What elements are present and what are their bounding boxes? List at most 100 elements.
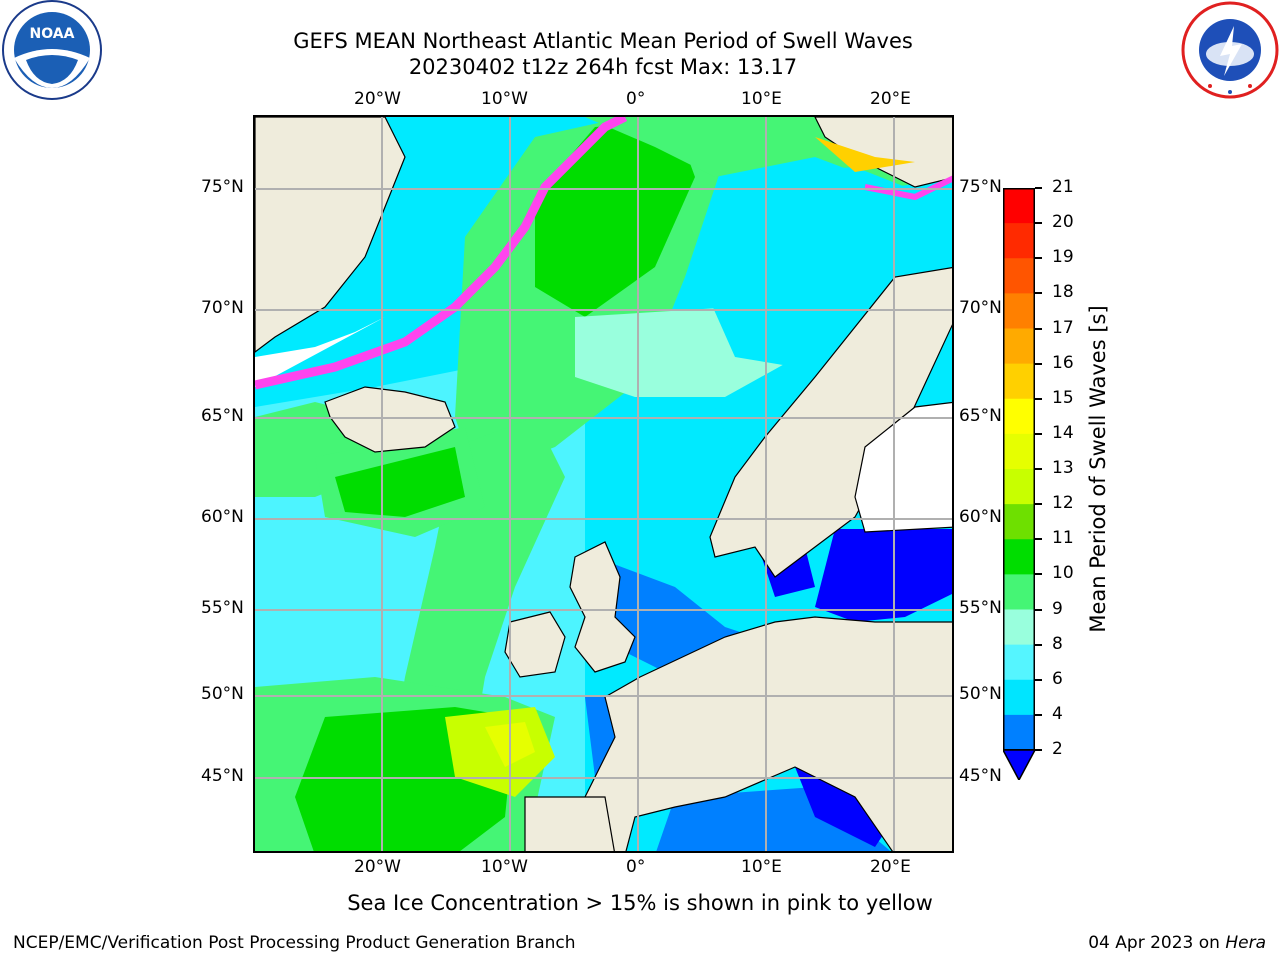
lat-label-left: 65°N xyxy=(201,406,244,426)
svg-text:NOAA: NOAA xyxy=(30,26,75,42)
lat-label-right: 50°N xyxy=(959,684,1002,704)
colorbar-tick-label: 19 xyxy=(1052,247,1074,268)
land-iceland xyxy=(324,386,456,453)
colorbar-tick-label: 11 xyxy=(1052,528,1074,549)
lat-label-right: 55°N xyxy=(959,598,1002,618)
colorbar-label: Mean Period of Swell Waves [s] xyxy=(1086,305,1110,633)
colorbar-tick xyxy=(1035,749,1042,751)
colorbar-tick xyxy=(1035,503,1042,506)
sea-ice-caption: Sea Ice Concentration > 15% is shown in … xyxy=(347,891,933,915)
sea-ice-yellow-patch xyxy=(815,137,915,172)
colorbar-tick xyxy=(1035,432,1042,435)
ice-free-white-region xyxy=(854,401,952,533)
lat-label-right: 45°N xyxy=(959,766,1002,786)
map-title-line1: GEFS MEAN Northeast Atlantic Mean Period… xyxy=(293,29,913,53)
colorbar-tick xyxy=(1035,397,1042,400)
colorbar-band xyxy=(1003,539,1035,575)
colorbar-tick xyxy=(1035,713,1042,716)
colorbar-tick-label: 18 xyxy=(1052,282,1074,303)
colorbar-band xyxy=(1003,363,1035,400)
lon-label-bottom: 10°E xyxy=(741,857,782,877)
footer-date: 04 Apr 2023 on Hera xyxy=(1088,933,1266,953)
land-ireland xyxy=(504,611,566,678)
colorbar-band xyxy=(1003,398,1035,435)
ice-free-white-region xyxy=(255,317,385,387)
colorbar-band xyxy=(1003,433,1035,470)
lat-label-left: 70°N xyxy=(201,298,244,318)
lon-label-top: 0° xyxy=(626,89,646,109)
colorbar-band xyxy=(1003,293,1035,329)
colorbar-tick xyxy=(1035,608,1042,611)
lat-label-left: 60°N xyxy=(201,507,244,527)
colorbar-tick-label: 9 xyxy=(1052,598,1063,619)
colorbar-tick xyxy=(1035,187,1042,189)
graticule xyxy=(255,117,952,851)
colorbar-tick-label: 15 xyxy=(1052,387,1074,408)
colorbar-tick-label: 14 xyxy=(1052,422,1074,443)
land-greenland xyxy=(255,117,406,353)
land-great-britain xyxy=(569,541,636,673)
lon-label-top: 20°E xyxy=(870,89,911,109)
colorbar-tick-label: 17 xyxy=(1052,317,1074,338)
lon-label-top: 10°W xyxy=(481,89,528,109)
footer-branch: NCEP/EMC/Verification Post Processing Pr… xyxy=(13,933,576,953)
swell-period-map xyxy=(253,115,954,853)
colorbar-band xyxy=(1003,258,1035,294)
colorbar-tick xyxy=(1035,292,1042,295)
land-iberia xyxy=(524,796,615,851)
swell-band-11s xyxy=(335,447,465,517)
lon-label-bottom: 20°E xyxy=(870,857,911,877)
colorbar-extend-low xyxy=(1001,749,1037,782)
swell-band-11s xyxy=(535,122,695,317)
lat-label-right: 75°N xyxy=(959,177,1002,197)
colorbar-tick-label: 8 xyxy=(1052,633,1063,654)
colorbar-tick-label: 2 xyxy=(1052,739,1063,759)
colorbar-band xyxy=(1003,504,1035,540)
colorbar-tick xyxy=(1035,327,1042,330)
lat-label-right: 70°N xyxy=(959,298,1002,318)
footer-machine: Hera xyxy=(1225,933,1266,953)
colorbar-band xyxy=(1003,714,1035,751)
colorbar-tick xyxy=(1035,257,1042,260)
lon-label-bottom: 10°W xyxy=(481,857,528,877)
colorbar-tick xyxy=(1035,643,1042,646)
colorbar-band xyxy=(1003,223,1035,259)
sea-ice-edge xyxy=(864,175,952,201)
noaa-logo: NOAA xyxy=(0,0,104,102)
colorbar xyxy=(1001,188,1037,782)
colorbar-tick xyxy=(1035,573,1042,576)
lon-label-top: 20°W xyxy=(354,89,401,109)
colorbar-tick-label: 16 xyxy=(1052,352,1074,373)
colorbar-tick xyxy=(1035,222,1042,225)
colorbar-band xyxy=(1003,644,1035,681)
land-svalbard xyxy=(814,117,952,188)
swell-band-6s xyxy=(585,407,735,497)
lat-label-left: 55°N xyxy=(201,598,244,618)
footer-date-text: 04 Apr 2023 on xyxy=(1088,933,1226,953)
colorbar-band xyxy=(1003,469,1035,505)
lat-label-left: 75°N xyxy=(201,177,244,197)
colorbar-tick-label: 10 xyxy=(1052,563,1074,584)
lat-label-left: 45°N xyxy=(201,766,244,786)
colorbar-tick-label: 13 xyxy=(1052,458,1074,478)
colorbar-tick-label: 4 xyxy=(1052,703,1063,724)
colorbar-band xyxy=(1003,328,1035,365)
colorbar-band xyxy=(1003,574,1035,610)
swell-band-2s xyxy=(815,529,952,622)
lat-label-right: 65°N xyxy=(959,406,1002,426)
colorbar-band xyxy=(1003,188,1035,224)
colorbar-tick-label: 6 xyxy=(1052,668,1063,689)
colorbar-tick xyxy=(1035,362,1042,365)
colorbar-band xyxy=(1003,609,1035,646)
colorbar-tick xyxy=(1035,678,1042,681)
colorbar-tick xyxy=(1035,468,1042,470)
lon-label-bottom: 20°W xyxy=(354,857,401,877)
colorbar-tick-label: 12 xyxy=(1052,493,1074,514)
map-title-line2: 20230402 t12z 264h fcst Max: 13.17 xyxy=(408,55,798,79)
lat-label-left: 50°N xyxy=(201,684,244,704)
colorbar-tick xyxy=(1035,538,1042,541)
colorbar-tick-label: 21 xyxy=(1052,177,1074,197)
lon-label-bottom: 0° xyxy=(626,857,646,877)
lon-label-top: 10°E xyxy=(741,89,782,109)
colorbar-band xyxy=(1003,679,1035,716)
